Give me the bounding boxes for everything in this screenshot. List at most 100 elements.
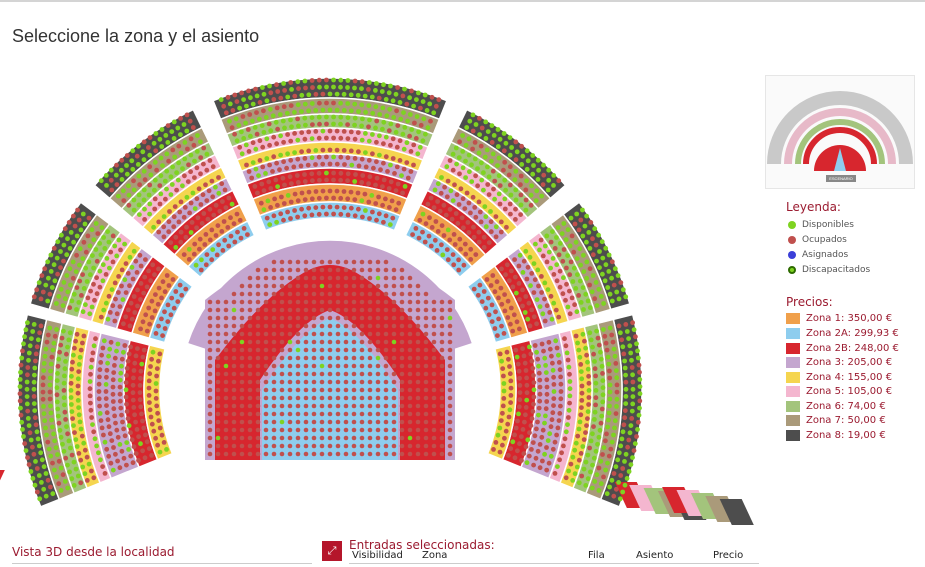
seat[interactable] [637,398,643,404]
seat[interactable] [215,435,221,441]
seat[interactable] [33,351,39,357]
seat[interactable] [531,380,537,385]
seat[interactable] [223,451,229,457]
seat[interactable] [585,366,591,372]
seat[interactable] [447,387,453,393]
seat[interactable] [157,201,163,207]
seat[interactable] [622,415,628,421]
seat[interactable] [420,138,426,144]
seat[interactable] [229,201,235,207]
seat[interactable] [288,157,294,163]
seat[interactable] [546,177,552,183]
seat[interactable] [539,193,544,199]
seat[interactable] [119,412,124,418]
seat[interactable] [447,427,453,433]
seat[interactable] [38,323,44,329]
seat[interactable] [439,395,445,401]
seat[interactable] [239,387,245,393]
seat[interactable] [636,412,642,418]
seat[interactable] [295,339,301,345]
seat[interactable] [272,196,277,202]
seat[interactable] [415,395,421,401]
seat[interactable] [359,379,365,385]
seat[interactable] [597,249,602,254]
seat[interactable] [98,457,103,463]
seat[interactable] [313,108,319,113]
seat[interactable] [383,451,389,457]
seat[interactable] [215,371,221,377]
seat[interactable] [287,299,293,305]
seat[interactable] [385,169,390,174]
seat[interactable] [263,291,269,297]
seat[interactable] [311,307,317,313]
seat[interactable] [247,291,253,297]
seat[interactable] [223,331,229,337]
seat[interactable] [254,110,259,115]
seat[interactable] [468,210,473,216]
seat[interactable] [207,331,213,337]
seat[interactable] [524,390,530,396]
seat[interactable] [409,127,415,132]
seat[interactable] [62,402,67,408]
seat[interactable] [230,108,236,113]
seat[interactable] [416,90,421,96]
seat[interactable] [528,423,534,429]
seat[interactable] [456,202,462,207]
seat[interactable] [548,239,554,245]
seat[interactable] [524,460,530,466]
seat[interactable] [431,307,437,313]
seat[interactable] [335,443,341,449]
seat[interactable] [439,175,444,180]
seat[interactable] [263,419,269,425]
seat[interactable] [435,199,440,204]
seat[interactable] [65,462,70,468]
seat[interactable] [45,259,51,265]
seat[interactable] [519,162,525,167]
seat[interactable] [587,266,593,272]
seat[interactable] [241,97,247,102]
seat[interactable] [113,172,119,178]
seat[interactable] [343,299,349,305]
seat[interactable] [563,237,569,243]
seat[interactable] [101,338,107,344]
seat[interactable] [99,425,105,431]
seat[interactable] [502,435,507,441]
seat[interactable] [52,278,58,284]
seat[interactable] [146,145,151,150]
seat[interactable] [367,291,373,297]
seat[interactable] [571,249,577,255]
seat[interactable] [295,307,301,313]
seat[interactable] [239,419,245,425]
seat[interactable] [75,383,81,389]
seat[interactable] [367,216,372,221]
seat[interactable] [187,118,193,124]
seat[interactable] [383,213,389,219]
seat[interactable] [78,227,84,233]
seat[interactable] [311,347,317,353]
seat[interactable] [327,451,333,457]
seat[interactable] [261,129,267,135]
seat[interactable] [338,135,344,141]
seat[interactable] [335,419,341,425]
seat[interactable] [186,162,191,168]
seat[interactable] [367,427,373,433]
seat[interactable] [391,451,397,457]
seat[interactable] [423,363,429,369]
seat[interactable] [63,455,69,461]
seat[interactable] [497,201,503,207]
seat[interactable] [125,271,131,276]
seat[interactable] [193,262,199,268]
seat[interactable] [250,160,256,166]
seat[interactable] [520,153,526,159]
seat[interactable] [578,217,584,223]
seat[interactable] [54,392,60,398]
seat[interactable] [162,309,167,315]
seat[interactable] [356,109,361,114]
seat[interactable] [423,331,429,337]
seat[interactable] [311,299,317,305]
seat[interactable] [125,183,131,189]
seat[interactable] [309,196,315,202]
seat[interactable] [299,130,305,136]
seat[interactable] [359,347,365,353]
seat[interactable] [106,353,111,359]
